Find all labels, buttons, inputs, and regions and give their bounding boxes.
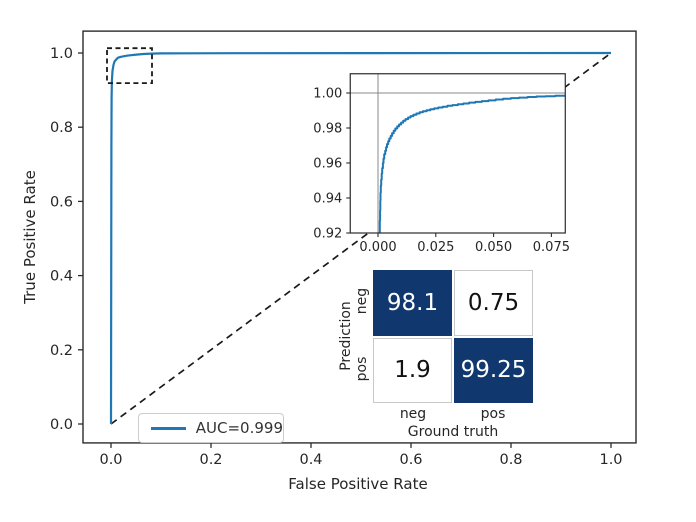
main-y-tick-label: 1.0 [50, 46, 73, 62]
cm-cell-neg-pos: 0.75 [454, 270, 533, 336]
main-y-tick-label: 0.4 [50, 269, 73, 285]
main-x-tick-label: 0.2 [199, 452, 222, 468]
cm-x-axis-label: Ground truth [407, 424, 499, 440]
inset-x-tick-label: 0.000 [359, 240, 396, 255]
confusion-matrix: 98.1 0.75 1.9 99.25 [373, 270, 533, 403]
inset-y-tick-label: 0.96 [313, 157, 342, 172]
cm-row-label-neg: neg [354, 287, 370, 315]
main-x-tick-label: 1.0 [599, 452, 622, 468]
cm-cell-pos-pos: 99.25 [454, 337, 533, 403]
main-x-tick-label: 0.4 [299, 452, 322, 468]
main-x-tick-label: 0.0 [99, 452, 122, 468]
main-y-tick-label: 0.0 [50, 417, 73, 433]
cm-col-label-pos: pos [480, 406, 506, 422]
zoom-region-dashed-box [106, 47, 153, 85]
legend-label: AUC=0.999 [195, 419, 283, 437]
main-x-tick-label: 0.8 [499, 452, 522, 468]
inset-axes-frame [349, 73, 566, 234]
inset-y-tick-label: 0.94 [313, 192, 342, 207]
inset-y-tick-label: 1.00 [313, 87, 342, 102]
inset-roc-curve [378, 94, 565, 233]
main-y-tick-label: 0.2 [50, 343, 73, 359]
cm-y-axis-label: Prediction [338, 301, 354, 371]
cm-col-label-neg: neg [399, 406, 427, 422]
inset-y-tick-label: 0.92 [313, 227, 342, 242]
roc-curve [109, 51, 612, 425]
legend-line-sample [151, 426, 186, 430]
cm-cell-pos-neg: 1.9 [373, 337, 452, 403]
x-axis-label: False Positive Rate [288, 475, 428, 493]
main-y-tick-label: 0.6 [50, 194, 73, 210]
cm-row-label-pos: pos [354, 356, 370, 382]
main-axes-frame [82, 30, 637, 444]
y-axis-label: True Positive Rate [21, 170, 39, 304]
inset-x-tick-label: 0.025 [417, 240, 454, 255]
inset-x-tick-label: 0.050 [475, 240, 512, 255]
inset-y-tick-label: 0.98 [313, 122, 342, 137]
cm-cell-neg-neg: 98.1 [373, 270, 452, 336]
main-y-tick-label: 0.8 [50, 120, 73, 136]
main-x-tick-label: 0.6 [399, 452, 422, 468]
inset-x-tick-label: 0.075 [533, 240, 570, 255]
legend: AUC=0.999 [138, 413, 284, 443]
